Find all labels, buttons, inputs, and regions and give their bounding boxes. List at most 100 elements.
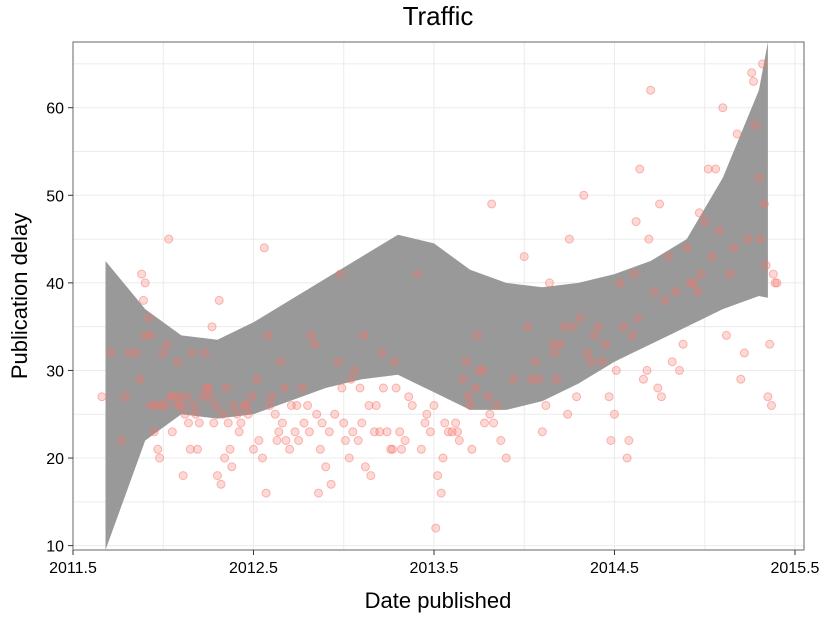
data-point <box>487 199 497 209</box>
data-point <box>671 287 681 297</box>
x-axis-ticks: 2011.5 2012.5 2013.5 2014.5 2015.5 <box>49 550 820 577</box>
data-point <box>454 436 464 445</box>
data-point <box>749 76 758 86</box>
data-point <box>552 374 562 384</box>
data-point <box>140 278 150 288</box>
data-point <box>360 462 370 472</box>
data-point <box>761 260 771 270</box>
data-point <box>656 392 666 402</box>
data-point <box>187 348 197 358</box>
data-point <box>689 278 699 288</box>
data-point <box>483 392 493 402</box>
data-point <box>241 401 251 410</box>
data-point <box>388 444 397 454</box>
y-tick-label: 10 <box>46 539 64 556</box>
data-point <box>207 322 217 332</box>
data-point <box>700 217 710 227</box>
data-point <box>350 365 360 375</box>
data-point <box>682 243 692 253</box>
data-point <box>310 339 320 349</box>
data-point <box>541 401 551 410</box>
data-point <box>193 444 202 454</box>
data-point <box>527 374 536 384</box>
data-point <box>404 392 414 402</box>
data-point <box>281 436 291 445</box>
data-point <box>407 401 417 410</box>
data-point <box>389 357 399 367</box>
data-point <box>200 348 210 358</box>
data-point <box>729 243 739 253</box>
x-axis-label: Date published <box>365 588 512 613</box>
data-point <box>214 295 224 305</box>
data-point <box>341 436 350 445</box>
data-point <box>124 348 134 358</box>
data-point <box>227 462 237 472</box>
data-point <box>750 120 760 130</box>
data-point <box>478 365 488 375</box>
data-point <box>496 436 506 445</box>
data-point <box>216 479 226 489</box>
data-point <box>146 330 156 340</box>
data-point <box>550 348 560 358</box>
data-point <box>660 295 670 305</box>
data-point <box>232 409 242 419</box>
data-point <box>173 357 183 367</box>
data-point <box>321 462 331 472</box>
data-point <box>270 409 280 419</box>
data-point <box>160 401 170 410</box>
x-tick-label: 2011.5 <box>49 560 97 577</box>
smooth-band-layer <box>105 42 768 550</box>
data-point <box>131 348 141 358</box>
plot-border <box>72 41 805 551</box>
data-point <box>333 357 343 367</box>
data-point <box>306 330 316 340</box>
data-point <box>337 383 347 393</box>
data-point <box>758 59 767 69</box>
data-point <box>703 164 713 174</box>
data-point <box>353 436 363 445</box>
data-point <box>252 374 262 384</box>
data-point <box>763 392 773 402</box>
data-point <box>601 339 610 349</box>
data-point <box>303 401 313 410</box>
data-point <box>678 339 688 349</box>
data-point <box>355 383 365 393</box>
data-point <box>458 374 468 384</box>
data-point <box>120 392 130 402</box>
data-point <box>292 401 302 410</box>
data-point <box>312 409 322 419</box>
data-point <box>297 383 307 393</box>
data-point <box>431 523 441 533</box>
data-point <box>615 278 625 288</box>
x-tick-label: 2015.5 <box>771 560 820 577</box>
data-point <box>436 488 446 498</box>
data-point <box>184 418 193 428</box>
data-point <box>348 427 358 437</box>
data-point <box>176 401 186 410</box>
data-point <box>185 444 195 454</box>
data-point <box>175 392 184 402</box>
data-point <box>548 339 558 349</box>
data-point <box>485 409 495 419</box>
data-point <box>375 427 385 437</box>
data-point <box>182 392 192 402</box>
chart-title: Traffic <box>403 1 474 31</box>
data-point <box>259 243 269 253</box>
data-point <box>420 418 430 428</box>
data-point <box>357 418 367 428</box>
data-point <box>597 357 607 367</box>
data-point <box>559 322 569 332</box>
data-point <box>413 269 423 279</box>
data-point <box>263 330 273 340</box>
data-point <box>137 269 147 279</box>
data-point <box>568 322 578 332</box>
data-point <box>378 383 388 393</box>
data-point <box>619 322 628 332</box>
data-point <box>149 427 159 437</box>
data-point <box>135 374 145 384</box>
y-tick-label: 30 <box>46 363 64 380</box>
data-point <box>555 339 565 349</box>
y-tick-label: 60 <box>46 101 64 118</box>
data-point <box>530 357 540 367</box>
